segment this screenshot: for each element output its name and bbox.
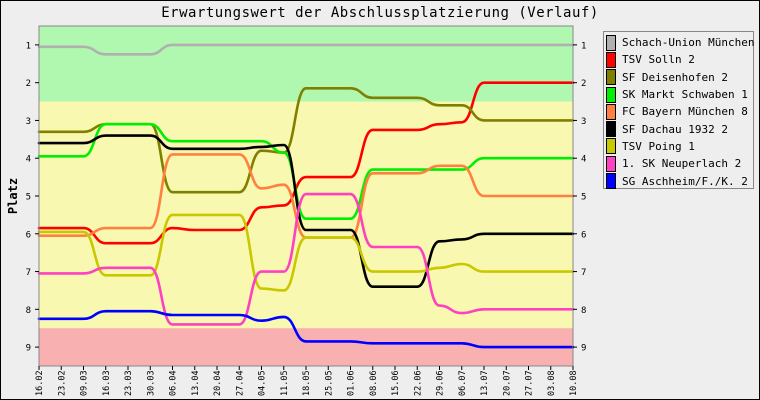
legend-swatch [606,138,616,155]
x-tick-label: 27.04 [235,370,245,396]
y-tick-label-left: 8 [26,306,31,316]
zone-band-1 [39,26,573,102]
y-tick-label-left: 6 [26,230,31,240]
y-tick-label-right: 4 [581,155,586,165]
series-line-1 [37,43,575,56]
legend-swatch [606,155,616,172]
y-tick-label-left: 9 [26,344,31,354]
legend-item-2: TSV Solln 2 [606,51,753,68]
y-tick-label-left: 5 [26,193,31,203]
legend-item-6: SF Dachau 1932 2 [606,120,753,138]
x-tick-label: 06.07 [458,370,468,396]
legend-swatch [606,69,616,86]
x-tick-label: 18.05 [302,370,312,396]
legend-swatch [606,103,616,120]
legend-item-9: SG Aschheim/F./K. 2 [606,172,753,190]
x-tick-label: 16.03 [102,370,112,396]
x-tick-label: 22.06 [413,370,423,396]
x-tick-label: 09.03 [80,370,90,396]
x-tick-label: 11.05 [280,370,290,396]
legend-swatch [606,121,616,138]
legend-label: SF Dachau 1932 2 [622,122,728,136]
x-tick-label: 08.06 [369,370,379,396]
legend: Schach-Union München 2 TSV Solln 2 SF Deis… [603,31,760,190]
series-line-2 [37,81,575,245]
y-tick-label-left: 3 [26,117,31,127]
x-tick-label: 01.06 [347,370,357,396]
x-tick-label: 16.02 [35,370,45,396]
series-line-4 [37,122,575,220]
legend-label: SG Aschheim/F./K. 2 [622,174,748,188]
y-tick-label-right: 9 [581,344,586,354]
legend-item-3: SF Deisenhofen 2 [606,69,753,86]
y-tick-label-right: 2 [581,79,586,89]
x-tick-label: 25.05 [324,370,334,396]
x-tick-label: 30.03 [146,370,156,396]
x-tick-label: 29.06 [436,370,446,396]
x-tick-label: 23.03 [124,370,134,396]
series-line-6 [37,134,575,289]
y-tick-label-right: 1 [581,41,586,51]
x-tick-label: 23.02 [57,370,67,396]
x-tick-label: 03.08 [547,370,557,396]
legend-swatch [606,34,616,51]
legend-item-8: 1. SK Neuperlach 2 [606,155,753,172]
y-tick-label-right: 3 [581,117,586,127]
x-tick-label: 13.07 [480,370,490,396]
x-tick-label: 15.06 [391,370,401,396]
legend-label: TSV Solln 2 [622,53,695,67]
legend-label: TSV Poing 1 [622,139,695,153]
x-tick-label: 10.08 [569,370,579,396]
x-tick-label: 06.04 [169,370,179,396]
y-tick-label-right: 8 [581,306,586,316]
series-line-7 [37,213,575,292]
y-tick-label-left: 1 [26,41,31,51]
legend-swatch [606,173,616,190]
legend-item-4: SK Markt Schwaben 1 [606,86,753,103]
legend-label: FC Bayern München 8 [622,105,748,119]
legend-label: SF Deisenhofen 2 [622,70,728,84]
y-tick-label-right: 5 [581,193,586,203]
zone-band-2 [39,101,573,329]
series-line-9 [37,309,575,349]
x-tick-label: 27.07 [525,370,535,396]
legend-label: Schach-Union München 2 [622,36,760,50]
chart-title: Erwartungswert der Abschlussplatzierung … [161,5,599,21]
x-tick-label: 20.07 [502,370,512,396]
y-tick-label-right: 6 [581,230,586,240]
legend-label: 1. SK Neuperlach 2 [622,157,742,171]
y-tick-label-left: 7 [26,268,31,278]
series-line-8 [37,192,575,326]
y-tick-label-left: 2 [26,79,31,89]
legend-swatch [606,51,616,68]
x-tick-label: 04.05 [258,370,268,396]
x-tick-label: 20.04 [213,370,223,396]
y-tick-label-left: 4 [26,155,31,165]
x-tick-label: 13.04 [191,370,201,396]
legend-label: SK Markt Schwaben 1 [622,88,748,102]
y-tick-label-right: 7 [581,268,586,278]
legend-item-7: TSV Poing 1 [606,138,753,155]
legend-item-1: Schach-Union München 2 [606,34,760,51]
legend-swatch [606,86,616,103]
legend-item-5: FC Bayern München 8 [606,103,753,120]
